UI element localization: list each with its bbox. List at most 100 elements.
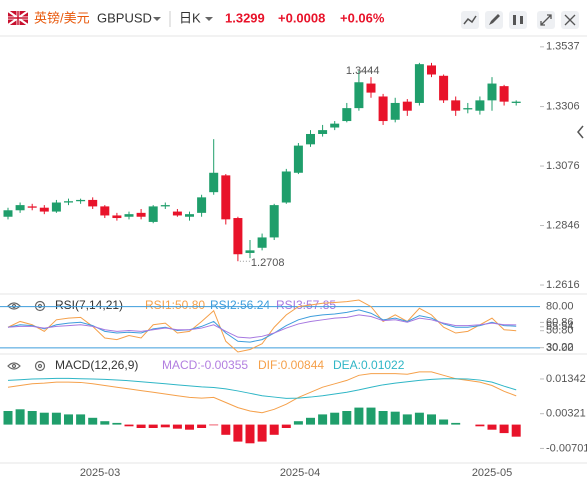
candle-body [439,75,449,101]
macd-bar [281,424,291,428]
macd-bar [269,424,279,435]
candle-body [354,82,364,109]
macd-bar [124,424,134,427]
candle-body [197,197,207,213]
y-tick-label: 80.00 [546,301,574,313]
y-tick-label: 60.86 [546,316,574,328]
candle-body [451,100,461,111]
macd-bar [342,411,352,425]
x-axis-label: 2025-05 [472,467,512,479]
last-price: 1.3299 [225,10,265,25]
macd-bar [197,424,207,428]
dropdown-arrow[interactable] [205,17,213,21]
y-tick-label: 0.00321 [546,408,586,420]
candle-body [366,83,376,93]
macd-bar [511,424,521,437]
pair-name[interactable]: 英镑/美元 [34,10,90,25]
y-tick-label: 30.22 [546,342,574,354]
legend-entry: RSI1:50.80 [145,298,205,312]
rsi-line [7,314,517,339]
candle-body [64,201,73,203]
dropdown-arrow[interactable] [153,17,161,21]
macd-bar [257,424,267,442]
candle-body [414,64,424,103]
macd-bar [354,407,364,425]
candle-body [76,199,86,202]
collapse-arrow[interactable] [577,125,584,139]
candle-body [15,205,25,211]
macd-bar [487,424,497,430]
macd-bar [293,421,303,425]
indicator-title: RSI(7,14,21) [55,298,123,312]
macd-line [7,371,517,414]
candle-body [293,145,303,173]
candle-body [124,214,134,217]
macd-line [7,377,517,399]
candle-body [112,215,122,219]
settings-button[interactable] [509,11,527,29]
low-annotation: 1.2708 [251,257,285,269]
symbol[interactable]: GBPUSD [97,10,152,25]
candle-body [378,96,388,122]
candle-body [390,102,400,120]
macd-bar [475,424,485,427]
high-annotation: 1.3444 [346,65,380,77]
x-axis-label: 2025-04 [280,467,320,479]
toolbar [461,11,584,139]
candle-body [463,108,473,110]
macd-bar [88,417,98,425]
gear-icon[interactable] [34,360,46,372]
y-tick-label: 0.01342 [546,373,586,385]
candle-body [209,172,219,193]
candle-body [136,212,146,217]
macd-bar [112,422,122,425]
gear-icon[interactable] [34,300,46,312]
macd-bar [366,407,376,425]
eye-icon[interactable] [7,302,21,310]
panel-icons [7,300,46,372]
candle-body [148,206,158,222]
candle-body [318,130,328,134]
eye-icon[interactable] [7,362,21,370]
flag-icon [7,10,29,26]
macd-bar [318,414,328,425]
candle-body [330,123,340,128]
y-tick-label: 1.3537 [546,41,580,53]
candle-body [269,205,279,238]
macd-bar [402,414,412,425]
candle-body [499,86,509,102]
legend-entry: DIF:0.00844 [258,358,324,372]
legend-entry: RSI2:56.24 [210,298,270,312]
candle-body [281,171,291,203]
legend-entry: DEA:0.01022 [333,358,405,372]
macd-bar [330,412,340,425]
candle-body [427,65,436,75]
candle-body [172,211,182,216]
macd-bar [245,424,255,444]
macd-bar [378,411,388,425]
candle-body [402,101,412,111]
candle-body [27,206,37,208]
price-change: +0.0008 [278,10,325,25]
macd-bar [39,412,49,425]
candle-body [3,210,13,217]
macd-bar [451,422,461,425]
y-tick-label: 30.00 [546,342,574,354]
macd-bar [390,411,400,425]
y-tick-label: 1.2846 [546,219,580,231]
macd-bar [499,424,509,434]
candle-body [39,207,49,212]
macd-bar [15,409,25,425]
candle-body [257,237,267,248]
candle-body [487,83,497,101]
macd-bar [136,424,146,428]
candle-body [51,202,61,212]
candle-body [221,175,231,220]
y-tick-label: -0.00701 [546,442,587,454]
macd-bar [51,412,61,425]
macd-bar [172,424,182,429]
candle-body [160,205,170,207]
candle-body [342,108,352,122]
period[interactable]: 日K [179,10,201,25]
